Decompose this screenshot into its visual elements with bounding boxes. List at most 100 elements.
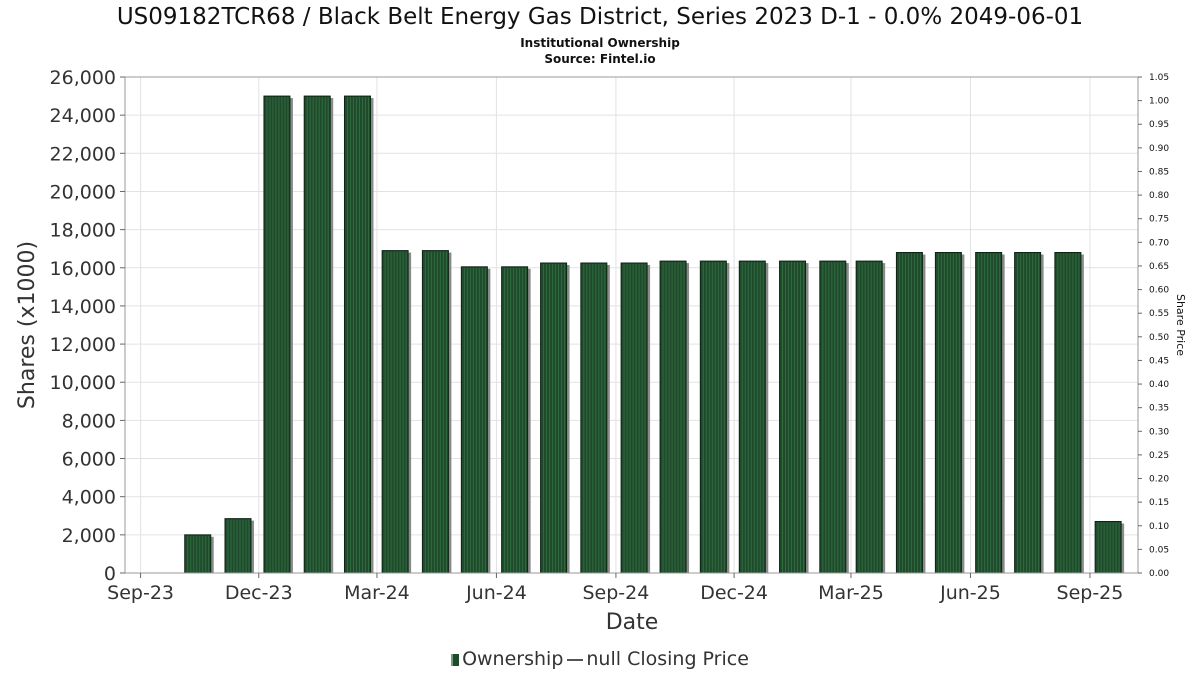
bar xyxy=(421,250,452,574)
y2-tick-label: 0.35 xyxy=(1149,404,1169,414)
bar-body xyxy=(381,250,409,574)
bar-body xyxy=(975,252,1003,574)
x-tick-label: Sep-24 xyxy=(582,582,649,604)
bar xyxy=(1014,252,1044,574)
bar-body xyxy=(779,260,807,574)
x-axis-label: Date xyxy=(606,610,659,635)
bar-body xyxy=(184,534,212,574)
plot-frame xyxy=(124,76,1139,574)
bar xyxy=(975,252,1005,574)
bar-body xyxy=(738,260,766,574)
y-tick-label: 18,000 xyxy=(50,220,116,242)
bar xyxy=(501,266,531,574)
x-tick-label: Mar-25 xyxy=(818,582,884,604)
bar xyxy=(895,252,926,574)
bar xyxy=(1054,252,1084,574)
legend-ownership-swatch xyxy=(451,653,460,666)
y2-tick-label: 0.40 xyxy=(1149,380,1169,390)
bars xyxy=(184,95,1125,574)
x-tick-label: Sep-23 xyxy=(107,582,174,604)
x-tick-label: Sep-25 xyxy=(1057,582,1124,604)
x-tick-label: Jun-24 xyxy=(465,582,527,604)
bar xyxy=(303,95,334,574)
bar-body xyxy=(1014,252,1042,574)
y2-tick-label: 0.30 xyxy=(1149,427,1169,437)
y2-tick-label: 0.45 xyxy=(1149,356,1169,366)
x-tick-label: Mar-24 xyxy=(344,582,410,604)
bar-body xyxy=(620,262,648,574)
bar xyxy=(263,95,293,574)
y2-tick-label: 0.60 xyxy=(1149,286,1169,296)
bar-body xyxy=(934,252,962,574)
bar-body xyxy=(855,260,883,574)
bar xyxy=(1094,520,1125,574)
bar-body xyxy=(540,262,568,574)
y-tick-label: 0 xyxy=(104,563,116,585)
bar-body xyxy=(1054,252,1082,574)
bar-body xyxy=(1094,520,1122,574)
y-axis: 0 2,000 4,000 6,000 8,000 10,000 12,000 14,000 1… xyxy=(50,67,125,585)
y-tick-label: 20,000 xyxy=(50,181,116,203)
y-tick-label: 26,000 xyxy=(50,67,116,89)
chart-source: Source: Fintel.io xyxy=(544,52,656,66)
bar xyxy=(699,260,730,574)
x-axis: Sep-23 Dec-23 Mar-24 Jun-24 Sep-24 Dec-24 Mar-… xyxy=(107,573,1123,604)
y-tick-label: 10,000 xyxy=(50,372,116,394)
bar xyxy=(540,262,570,574)
bar-body xyxy=(303,95,331,574)
y2-tick-label: 1.00 xyxy=(1149,97,1169,107)
chart-title: US09182TCR68 / Black Belt Energy Gas Dis… xyxy=(116,4,1084,30)
bar-body xyxy=(460,266,488,574)
y-tick-label: 22,000 xyxy=(50,143,116,165)
bar xyxy=(819,260,849,574)
y2-tick-label: 0.95 xyxy=(1149,120,1169,130)
y2-tick-label: 0.05 xyxy=(1149,545,1169,555)
y2-tick-label: 0.65 xyxy=(1149,262,1169,272)
x-tick-label: Dec-23 xyxy=(225,582,293,604)
bar-body xyxy=(580,262,608,574)
bar xyxy=(184,534,214,574)
y2-tick-label: 0.70 xyxy=(1149,238,1169,248)
bar-body xyxy=(501,266,529,574)
bar-body xyxy=(699,260,727,574)
legend-price-swatch xyxy=(567,658,584,661)
bar xyxy=(381,250,412,574)
y2-tick-label: 0.50 xyxy=(1149,333,1169,343)
bar-body xyxy=(224,518,252,574)
bar-body xyxy=(895,252,923,574)
y-tick-label: 16,000 xyxy=(50,258,116,280)
bar xyxy=(620,262,651,574)
bar xyxy=(580,262,610,574)
bar xyxy=(934,252,965,574)
y2-tick-label: 0.75 xyxy=(1149,215,1169,225)
legend-ownership-label: Ownership xyxy=(462,648,564,670)
bar xyxy=(224,518,254,574)
y2-axis: 0.00 0.05 0.10 0.15 0.20 0.25 0.30 0.35 0.40 0.45… xyxy=(1138,73,1169,579)
y2-tick-label: 0.10 xyxy=(1149,522,1169,532)
y2-axis-label: Share Price xyxy=(1174,294,1187,356)
bar-body xyxy=(819,260,847,574)
bar xyxy=(460,266,491,574)
y2-tick-label: 0.20 xyxy=(1149,475,1169,485)
y2-tick-label: 0.00 xyxy=(1149,569,1169,579)
y2-tick-label: 0.90 xyxy=(1149,144,1169,154)
y-tick-label: 12,000 xyxy=(50,334,116,356)
x-tick-label: Dec-24 xyxy=(700,582,768,604)
y-tick-label: 8,000 xyxy=(62,410,116,432)
bar-body xyxy=(659,260,687,574)
y-tick-label: 6,000 xyxy=(62,449,116,471)
x-tick-label: Jun-25 xyxy=(939,582,1001,604)
y-tick-label: 24,000 xyxy=(50,105,116,127)
y2-tick-label: 0.15 xyxy=(1149,498,1169,508)
y2-tick-label: 0.55 xyxy=(1149,309,1169,319)
y2-tick-label: 0.25 xyxy=(1149,451,1169,461)
y-axis-label: Shares (x1000) xyxy=(15,241,40,409)
legend: Ownership null Closing Price xyxy=(0,648,1200,670)
y2-tick-label: 0.80 xyxy=(1149,191,1169,201)
legend-price-label: null Closing Price xyxy=(586,648,749,670)
bar-body xyxy=(263,95,291,574)
y2-tick-label: 0.85 xyxy=(1149,167,1169,177)
bar-body xyxy=(421,250,449,574)
bar xyxy=(659,260,690,574)
